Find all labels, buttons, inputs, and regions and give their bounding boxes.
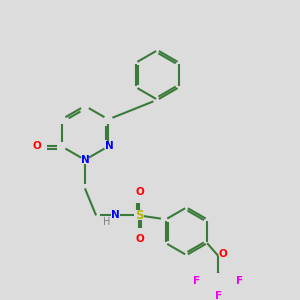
Text: N: N bbox=[81, 155, 90, 165]
Text: N: N bbox=[111, 210, 119, 220]
Text: S: S bbox=[135, 209, 143, 222]
Text: N: N bbox=[105, 141, 113, 152]
Text: O: O bbox=[218, 249, 227, 259]
Text: H: H bbox=[103, 218, 110, 227]
Text: O: O bbox=[135, 187, 144, 197]
Text: F: F bbox=[236, 276, 243, 286]
Text: F: F bbox=[193, 276, 200, 286]
Text: F: F bbox=[215, 290, 222, 300]
Text: O: O bbox=[32, 141, 41, 152]
Text: O: O bbox=[135, 234, 144, 244]
